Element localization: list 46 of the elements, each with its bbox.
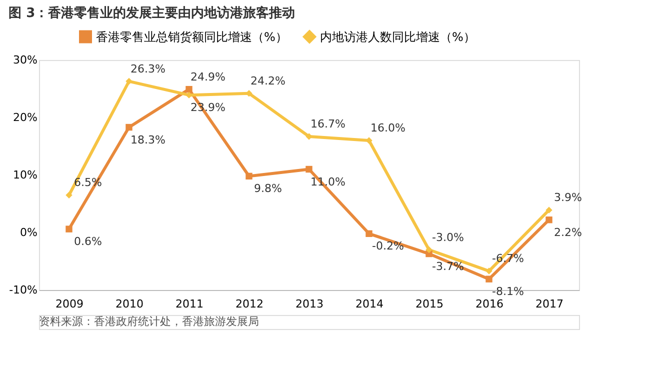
point bbox=[306, 133, 312, 140]
x-tick-label: 2012 bbox=[236, 298, 264, 310]
data-label: 18.3% bbox=[130, 133, 166, 146]
point bbox=[486, 268, 492, 274]
legend-label: 香港零售业总销货额同比增速（%） bbox=[96, 30, 288, 44]
point bbox=[546, 216, 552, 224]
data-label: 9.8% bbox=[254, 182, 282, 196]
x-tick-label: 2013 bbox=[296, 298, 324, 310]
data-label: -8.1% bbox=[492, 285, 524, 298]
point bbox=[126, 124, 132, 131]
point bbox=[66, 192, 72, 198]
y-tick-label: -10% bbox=[9, 284, 38, 296]
x-tick-label: 2017 bbox=[536, 298, 564, 310]
point bbox=[66, 226, 72, 232]
chart-title: 图 3：香港零售业的发展主要由内地访港旅客推动 bbox=[8, 5, 296, 21]
point bbox=[246, 172, 252, 180]
x-tick-label: 2016 bbox=[476, 298, 504, 310]
data-label: 16.7% bbox=[310, 117, 346, 130]
point bbox=[426, 246, 432, 254]
x-tick-label: 2010 bbox=[116, 298, 144, 310]
data-label: 16.0% bbox=[370, 122, 406, 134]
data-label: -0.2% bbox=[372, 240, 404, 253]
data-label: 24.9% bbox=[190, 70, 226, 84]
point bbox=[306, 166, 312, 173]
point bbox=[546, 206, 552, 214]
point bbox=[486, 276, 492, 282]
legend-label: 内地访港人数同比增速（%） bbox=[320, 30, 476, 44]
x-tick-label: 2015 bbox=[416, 298, 444, 310]
point bbox=[366, 137, 372, 144]
y-tick-label: 20% bbox=[13, 111, 38, 124]
data-label: 3.9% bbox=[554, 191, 582, 204]
text: 资料来源：香港政府统计处，香港旅游发展局 bbox=[39, 315, 259, 328]
data-label: 0.6% bbox=[74, 235, 102, 248]
point bbox=[126, 78, 132, 85]
data-label: 26.3% bbox=[130, 62, 166, 76]
y-tick-label: 10% bbox=[13, 168, 38, 182]
point bbox=[366, 230, 372, 238]
x-tick-label: 2011 bbox=[176, 298, 204, 310]
point bbox=[186, 86, 192, 93]
x-tick-label: 2014 bbox=[356, 298, 384, 310]
data-label: 24.2% bbox=[250, 74, 286, 88]
y-tick-label: 0% bbox=[20, 226, 38, 239]
data-label: -3.0% bbox=[432, 230, 464, 244]
data-label: 2.2% bbox=[554, 226, 582, 239]
x-tick-label: 2009 bbox=[56, 298, 84, 310]
y-tick-label: 30% bbox=[13, 54, 38, 66]
